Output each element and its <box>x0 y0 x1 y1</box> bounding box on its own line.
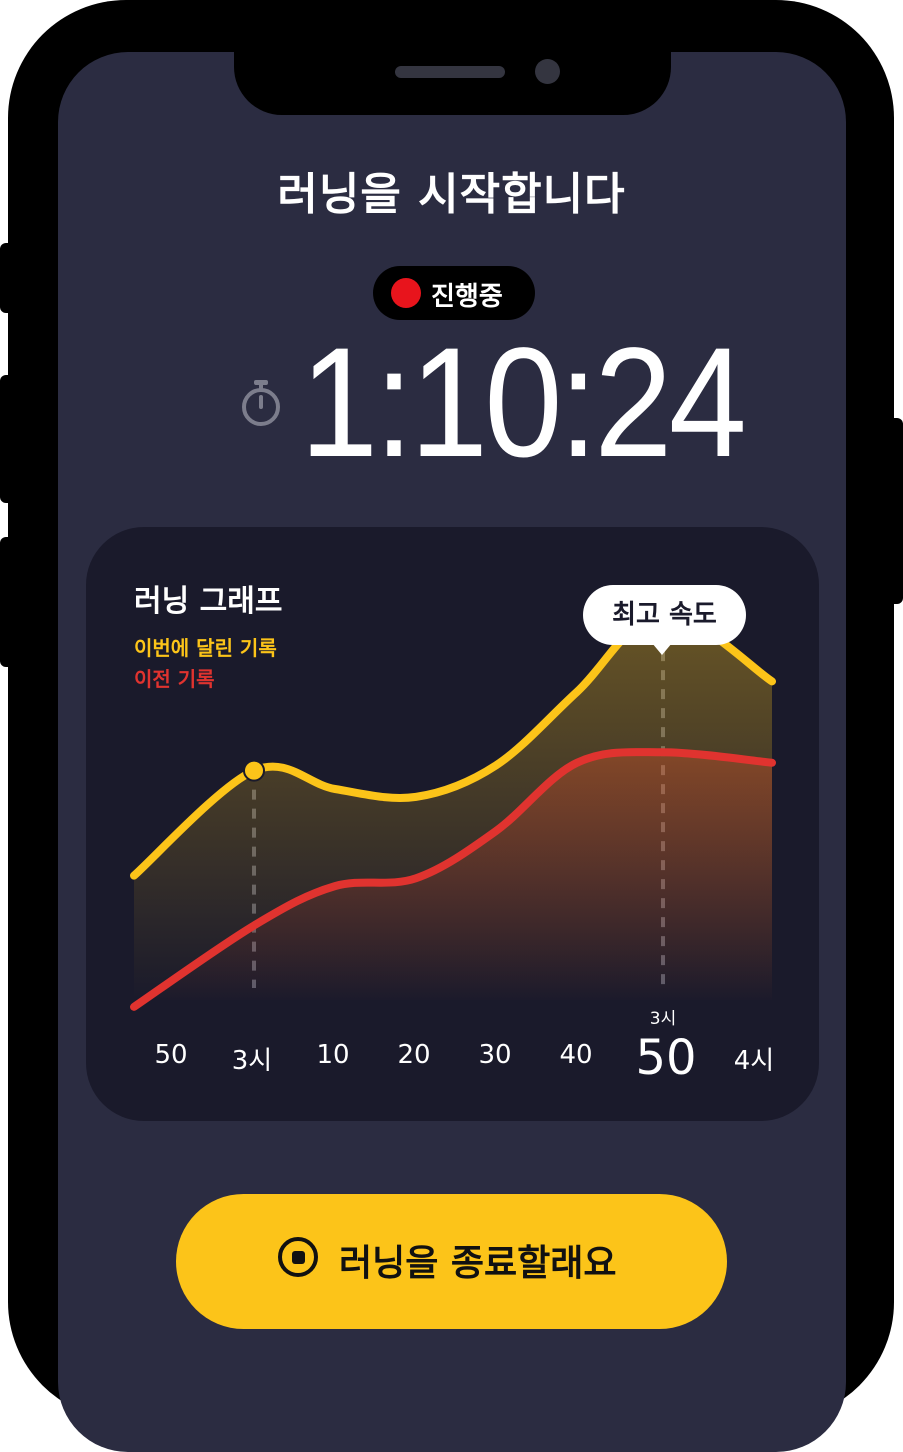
speaker-grille <box>395 66 505 78</box>
status-label: 진행중 <box>431 282 503 312</box>
notch <box>234 0 671 115</box>
status-badge: 진행중 <box>373 266 535 320</box>
x-tick-label: 20 <box>397 1040 431 1070</box>
x-tick-label: 30 <box>478 1040 512 1070</box>
stopwatch-icon <box>242 380 280 426</box>
highlight-hour-label: 3시 <box>649 1009 677 1029</box>
volume-down-button <box>0 537 16 667</box>
running-line-chart <box>130 595 776 1011</box>
end-run-label: 러닝을 종료할래요 <box>339 1243 617 1284</box>
data-point <box>243 759 265 782</box>
end-run-button[interactable]: 러닝을 종료할래요 <box>176 1194 727 1329</box>
graph-title: 러닝 그래프 <box>134 584 283 619</box>
x-tick-label: 4시 <box>733 1046 775 1076</box>
tooltip-label: 최고 속도 <box>612 600 717 630</box>
power-button <box>888 418 903 604</box>
tooltip-pointer <box>652 643 672 655</box>
x-tick-label: 40 <box>559 1040 593 1070</box>
x-tick-label: 10 <box>316 1040 350 1070</box>
volume-up-button <box>0 375 16 503</box>
page-title: 러닝을 시작합니다 <box>277 169 626 220</box>
recording-dot-icon <box>391 278 421 308</box>
x-tick-label: 3시 <box>231 1046 273 1076</box>
x-tick-label-highlighted: 50 <box>635 1030 697 1086</box>
previous-run-line <box>130 748 776 1011</box>
silent-switch <box>0 243 16 313</box>
max-speed-tooltip: 최고 속도 <box>583 585 746 645</box>
x-tick-label: 50 <box>154 1040 188 1070</box>
legend-current-run: 이번에 달린 기록 <box>134 636 277 660</box>
legend-previous-run: 이전 기록 <box>134 667 215 691</box>
front-camera <box>535 59 560 84</box>
stop-icon <box>278 1237 318 1277</box>
